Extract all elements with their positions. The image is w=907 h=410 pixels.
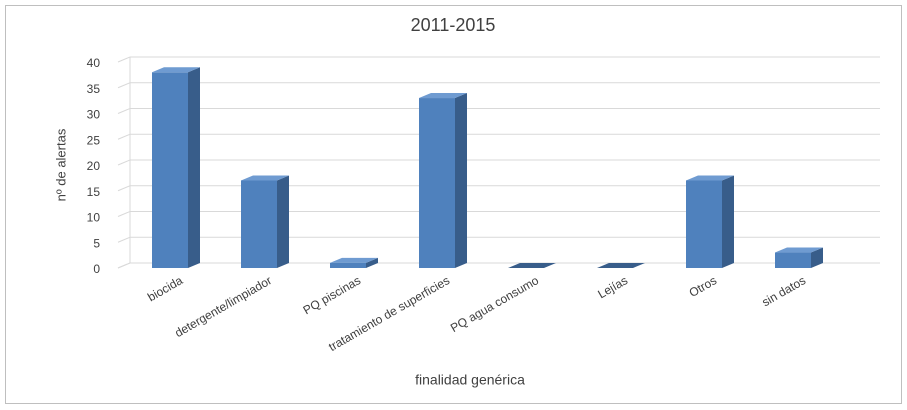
tick-mark [117,236,131,243]
y-axis-label: nº de alertas [53,128,68,201]
tick-mark [117,82,131,89]
tick-mark [117,262,131,269]
y-tick-label: 20 [87,159,101,173]
bar [241,175,289,268]
tick-mark [117,133,131,140]
x-axis-label: finalidad genérica [415,372,525,388]
bar-front [419,98,455,268]
bar-front [152,72,188,268]
bar-front [241,180,277,268]
bar-top [508,263,556,268]
bar [597,263,645,268]
bar-top [330,257,378,263]
tick-mark [117,185,131,192]
bar-top [775,247,823,253]
y-tick-label: 0 [93,262,100,276]
bar-side [277,175,289,268]
y-tick-label: 15 [87,185,101,199]
bar-side [722,175,734,268]
bar-front [775,252,811,268]
bar-side [811,247,823,268]
y-tick-label: 30 [87,108,101,122]
y-tick-label: 40 [87,56,101,70]
bar [775,247,823,268]
bar-top [152,67,200,73]
tick-mark [117,159,131,166]
tick-mark [117,108,131,114]
bar [152,67,200,268]
y-tick-label: 25 [87,133,101,147]
bar [508,263,556,268]
bar-top [241,175,289,181]
bar [686,175,734,268]
bar-top [686,175,734,181]
tick-mark [117,56,131,63]
chart-title: 2011-2015 [411,15,496,35]
y-tick-label: 35 [87,82,101,96]
bar-top [597,263,645,268]
y-tick-label: 10 [87,211,101,225]
bar [330,257,378,268]
bar-side [455,93,467,268]
bar-front [686,180,722,268]
bar-side [188,67,200,268]
y-tick-label: 5 [93,236,100,250]
bar-top [419,93,467,99]
tick-mark [117,211,131,217]
bar [419,93,467,268]
bar-front [330,262,366,268]
bar-side [366,257,378,268]
